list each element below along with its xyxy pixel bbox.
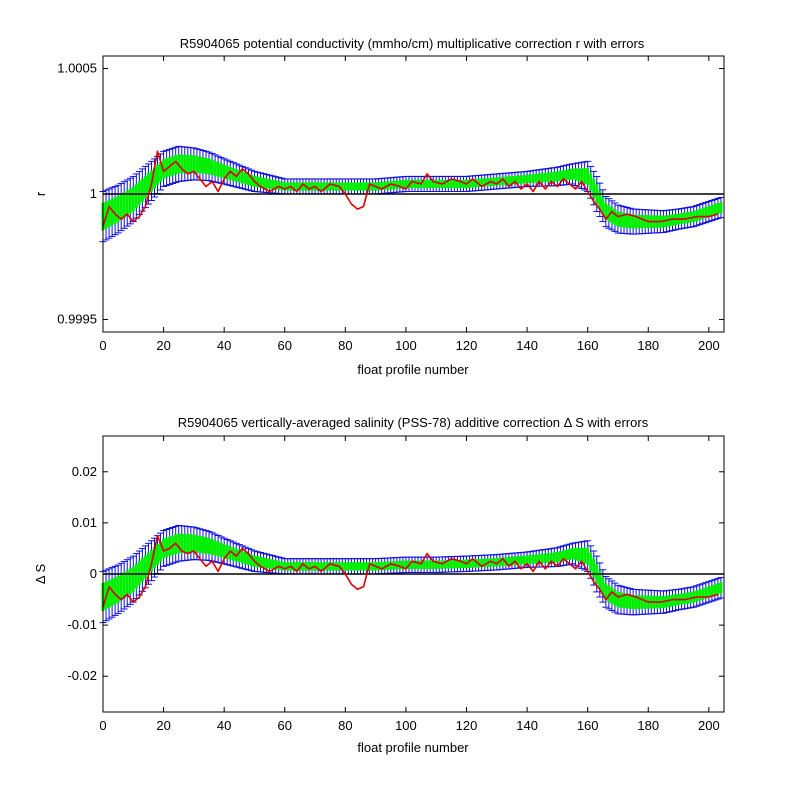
x-tick-label: 80 — [338, 338, 352, 353]
x-tick-label: 140 — [516, 338, 538, 353]
y-tick-label: 1 — [90, 186, 97, 201]
x-tick-label: 0 — [99, 718, 106, 733]
x-tick-label: 80 — [338, 718, 352, 733]
y-tick-label: 0.02 — [72, 464, 97, 479]
bottom-plot-area: 0 20 40 60 80 100 120 140 160 180 200 -0.02 -0.01 0 0.… — [67, 435, 725, 733]
x-tick-label: 200 — [698, 338, 720, 353]
y-tick-label: 0.9995 — [57, 311, 97, 326]
y-tick-label: -0.02 — [67, 668, 97, 683]
x-tick-label: 160 — [577, 338, 599, 353]
y-tick-label: 1.0005 — [57, 61, 97, 76]
y-axis-label: r — [33, 191, 48, 196]
x-tick-label: 20 — [156, 338, 170, 353]
top-chart: R5904065 potential conductivity (mmho/cm… — [33, 36, 725, 377]
x-tick-label: 20 — [156, 718, 170, 733]
axes-frame — [102, 435, 725, 713]
top-plot-area: 0 20 40 60 80 100 120 140 160 180 200 0.9995 1 1.0005 — [57, 55, 725, 353]
x-axis-label: float profile number — [357, 362, 469, 377]
x-tick-label: 200 — [698, 718, 720, 733]
x-tick-label: 160 — [577, 718, 599, 733]
bottom-chart: R5904065 vertically-averaged salinity (P… — [33, 415, 725, 755]
x-tick-label: 120 — [456, 718, 478, 733]
x-tick-label: 40 — [217, 718, 231, 733]
y-tick-label: 0 — [90, 566, 97, 581]
x-tick-label: 0 — [99, 338, 106, 353]
axes-frame — [102, 55, 725, 333]
x-tick-label: 40 — [217, 338, 231, 353]
x-tick-label: 180 — [637, 718, 659, 733]
x-tick-label: 140 — [516, 718, 538, 733]
x-tick-label: 60 — [278, 718, 292, 733]
y-tick-label: 0.01 — [72, 515, 97, 530]
x-tick-label: 100 — [395, 338, 417, 353]
x-tick-label: 100 — [395, 718, 417, 733]
x-tick-label: 180 — [637, 338, 659, 353]
x-tick-label: 60 — [278, 338, 292, 353]
y-axis-label: Δ S — [33, 564, 48, 585]
x-axis-label: float profile number — [357, 740, 469, 755]
raw-correction-line — [102, 534, 719, 608]
chart-title: R5904065 potential conductivity (mmho/cm… — [180, 36, 645, 51]
raw-correction-line — [102, 150, 719, 227]
chart-title: R5904065 vertically-averaged salinity (P… — [178, 415, 649, 430]
x-tick-label: 120 — [456, 338, 478, 353]
y-tick-label: -0.01 — [67, 617, 97, 632]
